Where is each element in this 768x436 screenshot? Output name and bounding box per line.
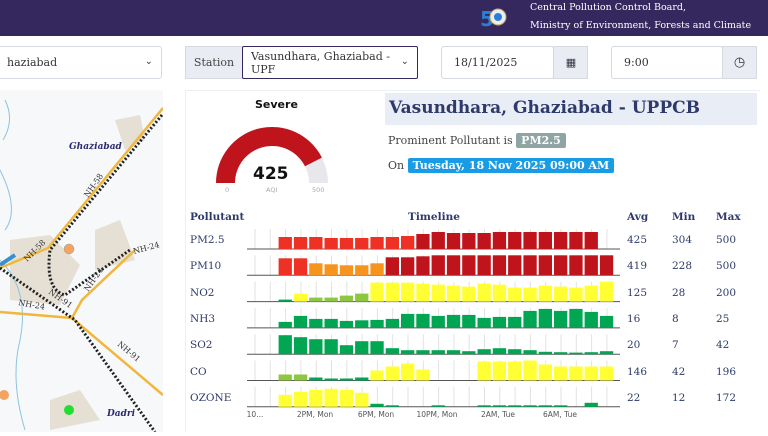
header-avg: Avg	[627, 211, 649, 223]
map-label-road: NH-91	[116, 340, 142, 364]
x-axis-label: 10PM, Mon	[416, 410, 458, 419]
pollutant-max: 500	[716, 234, 737, 246]
pollutant-name: SO2	[190, 339, 213, 352]
map-canvas: Ghaziabad NH-58 NH-58 NH-24 NH-24 NH-24 …	[0, 99, 164, 433]
station-value: Vasundhara, Ghaziabad - UPF	[251, 49, 390, 76]
clock-button[interactable]: ◷	[722, 46, 757, 79]
station-panel	[185, 90, 760, 432]
chevron-down-icon: ⌄	[400, 56, 409, 67]
city-select[interactable]: haziabad ⌄	[0, 46, 162, 79]
city-value: haziabad	[7, 56, 58, 69]
x-axis-label: 10...	[246, 410, 264, 419]
station-label: Station	[185, 46, 243, 79]
pollutant-name: PM10	[190, 260, 222, 273]
datetime-badge: Tuesday, 18 Nov 2025 09:00 AM	[407, 158, 615, 173]
prominent-badge: PM2.5	[516, 133, 566, 148]
pollutant-max: 25	[716, 312, 730, 325]
pollutant-name: OZONE	[190, 391, 232, 404]
pollutant-min: 8	[672, 312, 679, 325]
map[interactable]: Ghaziabad NH-58 NH-58 NH-24 NH-24 NH-24 …	[0, 90, 164, 433]
pollutant-max: 200	[716, 286, 737, 299]
time-value: 9:00	[624, 56, 649, 69]
prominent-prefix: Prominent Pollutant is	[388, 134, 513, 147]
x-axis-label: 2AM, Tue	[481, 410, 515, 419]
pollutant-max: 172	[716, 391, 737, 404]
on-prefix: On	[388, 159, 405, 172]
pollutant-avg: 146	[627, 365, 648, 378]
aqi-value: 425	[253, 164, 289, 184]
org-line-2: Ministry of Environment, Forests and Cli…	[530, 20, 752, 47]
pollutant-min: 42	[672, 365, 686, 378]
org-line-1: Central Pollution Control Board,	[530, 2, 686, 13]
pollutant-name: PM2.5	[190, 234, 225, 246]
chevron-down-icon: ⌄	[144, 56, 153, 67]
pollutant-name: CO	[190, 365, 207, 378]
pollutant-avg: 22	[627, 391, 641, 404]
pollutant-name: NO2	[190, 286, 215, 299]
pollutant-min: 12	[672, 391, 686, 404]
station-select[interactable]: Vasundhara, Ghaziabad - UPF ⌄	[242, 46, 418, 79]
header-timeline: Timeline	[408, 211, 460, 223]
map-label-road: NH-24	[132, 240, 160, 256]
pollutant-min: 304	[672, 234, 693, 246]
gauge-unit-label: AQI	[266, 186, 278, 194]
cpcb-logo: 5	[480, 7, 507, 31]
date-input[interactable]: 18/11/2025	[441, 46, 554, 79]
calendar-icon: ▦	[565, 56, 576, 69]
header-min: Min	[672, 211, 696, 223]
pollutant-avg: 125	[627, 286, 648, 299]
map-label-dadri: Dadri	[106, 409, 136, 419]
date-value: 18/11/2025	[454, 56, 518, 69]
reading-time: On Tuesday, 18 Nov 2025 09:00 AM	[388, 158, 615, 173]
station-title: Vasundhara, Ghaziabad - UPPCB	[385, 93, 757, 125]
top-header: 5 Central Pollution Control Board, Minist…	[0, 0, 768, 47]
pollutant-max: 42	[716, 339, 730, 352]
pollutant-name: NH3	[190, 312, 216, 325]
org-name: Central Pollution Control Board, Ministry…	[530, 0, 768, 50]
aqi-category: Severe	[255, 98, 298, 111]
calendar-button[interactable]: ▦	[553, 46, 588, 79]
x-axis-label: 2PM, Mon	[296, 410, 334, 419]
pollutant-max: 500	[716, 260, 737, 273]
pollutant-min: 28	[672, 286, 686, 299]
clock-icon: ◷	[733, 55, 746, 70]
svg-text:5: 5	[480, 7, 494, 31]
pollutant-max: 196	[716, 365, 737, 378]
map-label-ghaziabad: Ghaziabad	[69, 142, 123, 152]
gauge-min-label: 0	[225, 186, 230, 194]
header-pollutant: Pollutant	[190, 211, 245, 223]
time-input[interactable]: 9:00	[611, 46, 723, 79]
x-axis-label: 6AM, Tue	[543, 410, 577, 419]
pollutant-min: 228	[672, 260, 693, 273]
pollutant-avg: 425	[627, 234, 648, 246]
x-axis-label: 6PM, Mon	[357, 410, 395, 419]
header-max: Max	[716, 211, 741, 223]
prominent-pollutant: Prominent Pollutant is PM2.5	[388, 133, 566, 148]
gauge-max-label: 500	[312, 186, 325, 194]
pollutant-avg: 419	[627, 260, 648, 273]
pollutant-min: 7	[672, 339, 679, 352]
pollutant-avg: 16	[627, 312, 641, 325]
pollutant-avg: 20	[627, 339, 641, 352]
